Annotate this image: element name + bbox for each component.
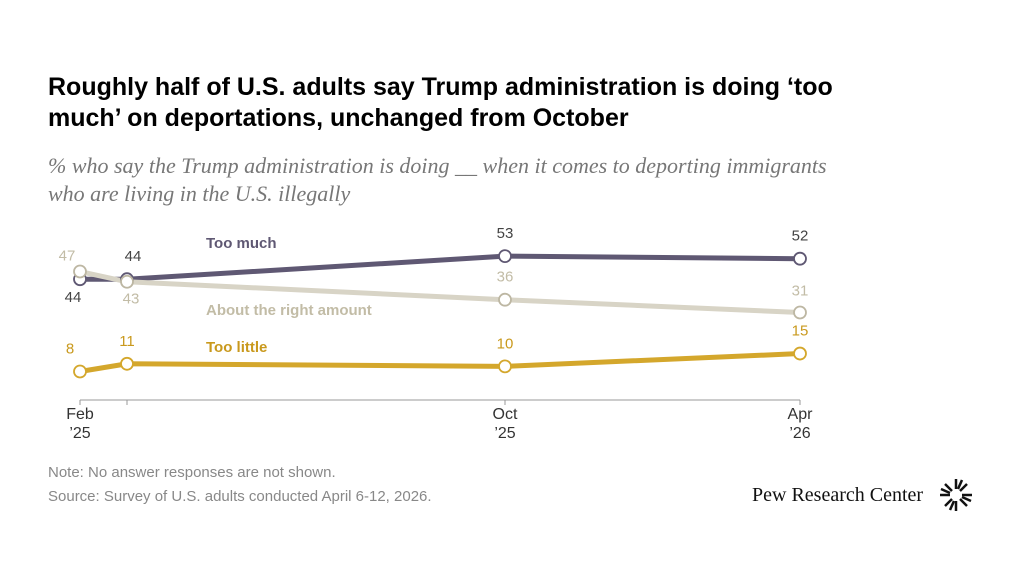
legend-label: Too little [206, 339, 267, 356]
series-line [79, 351, 801, 374]
data-label: 53 [497, 225, 514, 242]
data-label: 10 [497, 335, 514, 352]
data-label: 36 [497, 269, 514, 286]
data-label: 15 [792, 323, 809, 340]
brand: Pew Research Center [752, 484, 924, 506]
marker [498, 292, 512, 307]
series-line [79, 269, 801, 316]
data-label: 11 [119, 333, 135, 350]
marker [793, 346, 807, 361]
note: Note: No answer responses are not shown. [48, 464, 336, 481]
series-line [80, 253, 801, 282]
marker [73, 264, 87, 279]
data-label: 47 [59, 247, 76, 264]
marker [498, 249, 512, 264]
marker [120, 356, 134, 371]
legend-label: Too much [206, 235, 277, 252]
marker [120, 274, 134, 289]
data-label: 52 [792, 228, 809, 245]
legend-label: About the right amount [206, 302, 372, 319]
marker [793, 305, 807, 320]
marker [73, 364, 87, 379]
marker [498, 359, 512, 374]
data-label: 31 [792, 282, 809, 299]
data-label: 44 [125, 248, 142, 265]
chart-subtitle: % who say the Trump administration is do… [48, 153, 827, 206]
x-tick-label: Oct ’25 [492, 406, 518, 442]
data-label: 44 [65, 289, 82, 306]
data-label: 8 [66, 340, 74, 357]
data-label: 43 [123, 291, 140, 308]
source: Source: Survey of U.S. adults conducted … [48, 488, 432, 505]
logo [940, 479, 972, 511]
x-tick-label: Feb ’25 [66, 406, 94, 442]
chart-title: Roughly half of U.S. adults say Trump ad… [48, 73, 833, 132]
marker [793, 251, 807, 266]
x-tick-label: Apr ’26 [787, 406, 813, 442]
